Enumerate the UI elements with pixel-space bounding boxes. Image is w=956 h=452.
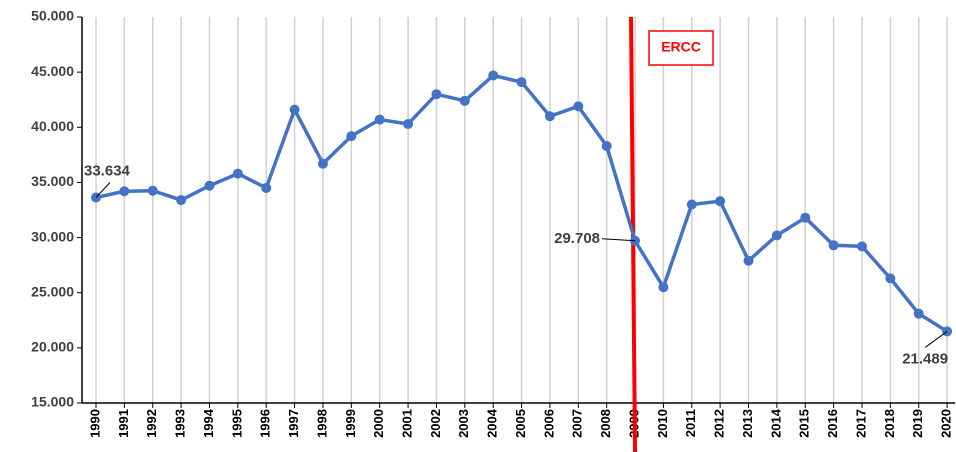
point xyxy=(771,230,782,241)
x-tick-label: 2016 xyxy=(825,409,840,438)
x-tick-label: 2010 xyxy=(655,409,670,438)
y-tick-label: 35.000 xyxy=(31,173,74,189)
label-leader xyxy=(924,331,948,348)
point xyxy=(658,282,669,293)
point xyxy=(261,182,272,193)
point xyxy=(374,114,385,125)
x-tick-label: 1990 xyxy=(87,409,102,438)
data-label: 21.489 xyxy=(902,350,948,367)
x-tick-label: 2001 xyxy=(400,409,415,438)
y-tick-label: 20.000 xyxy=(31,339,74,355)
x-tick-label: 1994 xyxy=(201,408,216,438)
y-tick-label: 45.000 xyxy=(31,63,74,79)
x-tick-label: 2003 xyxy=(456,409,471,438)
x-tick-label: 2014 xyxy=(768,408,783,438)
point xyxy=(459,95,470,106)
point xyxy=(346,131,357,142)
point xyxy=(828,240,839,251)
point xyxy=(544,111,555,122)
x-tick-label: 2019 xyxy=(910,409,925,438)
x-tick-label: 2007 xyxy=(570,409,585,438)
y-tick-label: 40.000 xyxy=(31,118,74,134)
point xyxy=(403,118,414,129)
point xyxy=(488,70,499,81)
point xyxy=(516,77,527,88)
point xyxy=(204,180,215,191)
x-tick-label: 2017 xyxy=(853,409,868,438)
x-tick-label: 2013 xyxy=(740,409,755,438)
x-tick-label: 2006 xyxy=(541,409,556,438)
point xyxy=(715,196,726,207)
data-label: 29.708 xyxy=(554,230,600,247)
point xyxy=(601,141,612,152)
x-tick-label: 2008 xyxy=(598,409,613,438)
x-tick-label: 1996 xyxy=(258,409,273,438)
label-leader xyxy=(601,238,636,242)
x-tick-label: 2000 xyxy=(371,409,386,438)
point xyxy=(913,308,924,319)
x-tick-label: 1999 xyxy=(343,409,358,438)
x-tick-label: 1993 xyxy=(173,409,188,438)
x-tick-label: 2020 xyxy=(939,409,954,438)
point xyxy=(743,255,754,266)
point xyxy=(176,195,187,206)
x-tick-label: 2015 xyxy=(797,409,812,438)
point xyxy=(856,241,867,252)
x-tick-label: 2018 xyxy=(882,409,897,438)
point xyxy=(147,185,158,196)
y-tick-label: 30.000 xyxy=(31,228,74,244)
point xyxy=(573,101,584,112)
y-tick-label: 15.000 xyxy=(31,394,74,410)
label-leader xyxy=(95,182,111,198)
x-tick-label: 2011 xyxy=(683,409,698,437)
point xyxy=(232,168,243,179)
x-tick-label: 2002 xyxy=(428,409,443,438)
x-tick-label: 2012 xyxy=(712,409,727,438)
annotation-box xyxy=(648,30,714,66)
x-tick-label: 1998 xyxy=(314,409,329,438)
y-tick-label: 25.000 xyxy=(31,283,74,299)
x-tick-label: 2005 xyxy=(513,409,528,438)
x-tick-label: 1991 xyxy=(116,409,131,438)
point xyxy=(800,212,811,223)
point xyxy=(885,273,896,284)
x-tick-label: 1995 xyxy=(229,409,244,438)
point xyxy=(317,158,328,169)
point xyxy=(119,186,130,197)
x-tick-label: 2004 xyxy=(485,408,500,438)
x-tick-label: 1997 xyxy=(286,409,301,438)
point xyxy=(686,199,697,210)
y-tick-label: 50.000 xyxy=(31,8,74,24)
point xyxy=(431,89,442,100)
point xyxy=(289,104,300,115)
annotation-text: ERCC xyxy=(661,39,701,55)
x-tick-label: 1992 xyxy=(144,409,159,438)
data-label: 33.634 xyxy=(84,162,131,179)
